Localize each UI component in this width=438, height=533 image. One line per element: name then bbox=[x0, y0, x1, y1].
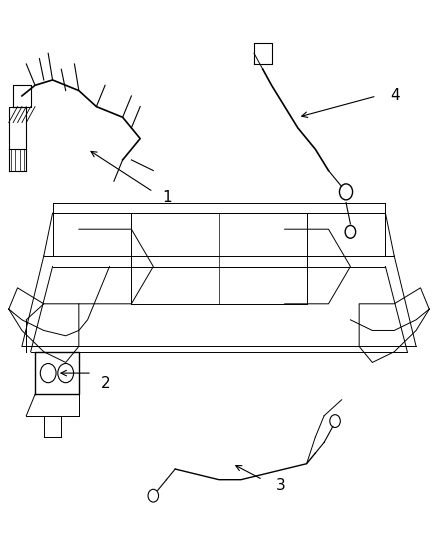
Text: 2: 2 bbox=[101, 376, 110, 391]
Text: 3: 3 bbox=[276, 478, 286, 492]
Text: 1: 1 bbox=[162, 190, 172, 205]
Text: 4: 4 bbox=[390, 88, 399, 103]
